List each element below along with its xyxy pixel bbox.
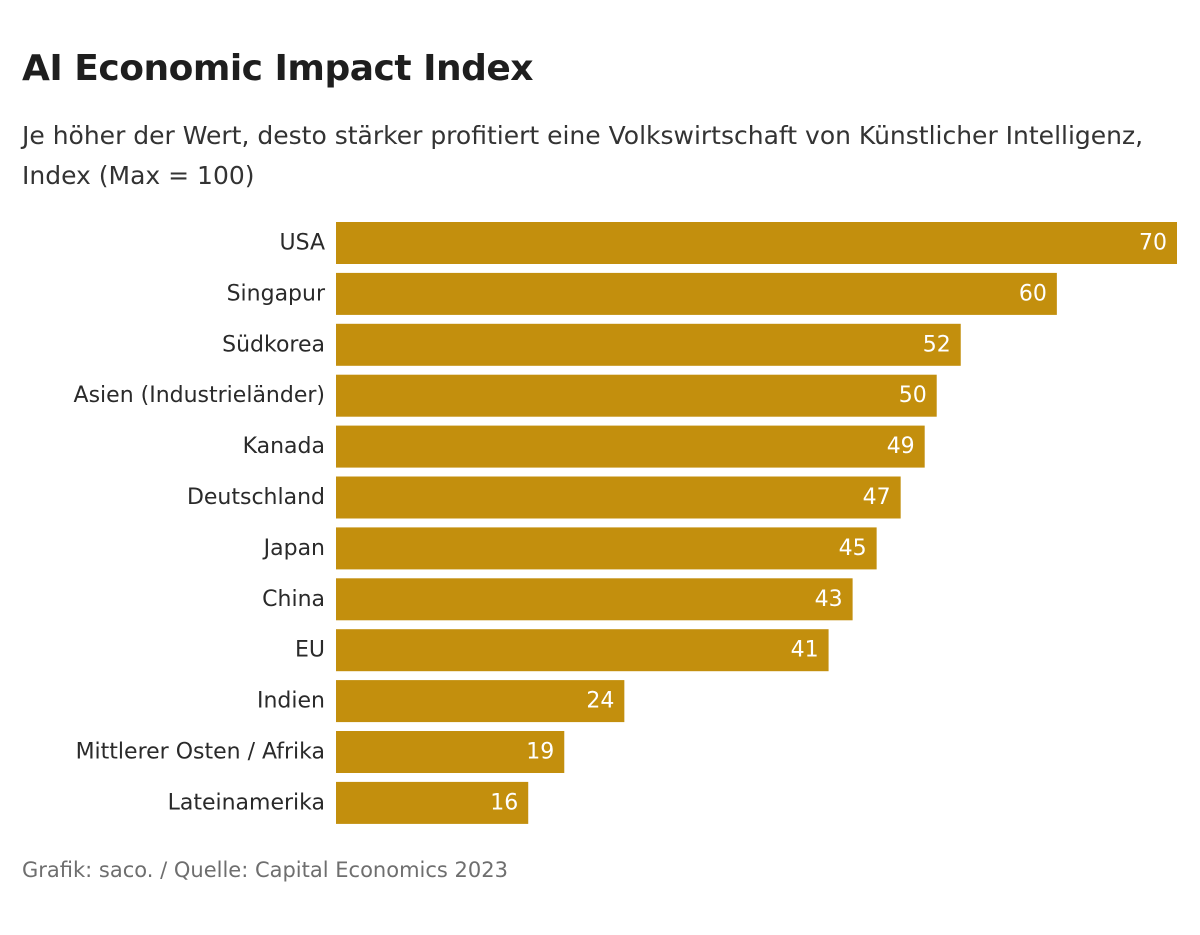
chart-title: AI Economic Impact Index (22, 48, 534, 89)
category-label: Mittlerer Osten / Afrika (76, 740, 325, 765)
bar-row: Indien 24 (257, 680, 625, 723)
bar-value-label: 49 (887, 434, 915, 459)
bar-row: USA 70 (279, 222, 1177, 264)
bar (336, 781, 529, 824)
bar-value-label: 60 (1019, 281, 1047, 306)
bar (336, 680, 625, 723)
bar (336, 629, 829, 672)
bar (336, 578, 853, 621)
category-label: EU (295, 638, 325, 663)
bar-row: Asien (Industrieländer) 50 (74, 374, 937, 417)
category-label: Deutschland (187, 485, 325, 510)
bar (336, 425, 925, 468)
bar-row: China 43 (262, 578, 853, 621)
bar-row: Singapur 60 (227, 272, 1057, 315)
bar-value-label: 47 (863, 485, 891, 510)
bar (336, 272, 1057, 315)
bar-value-label: 50 (899, 383, 927, 408)
bar (336, 374, 937, 417)
bar-value-label: 52 (923, 332, 951, 357)
category-label: Singapur (227, 281, 326, 306)
category-label: China (262, 587, 325, 612)
source-note: Grafik: saco. / Quelle: Capital Economic… (22, 858, 508, 882)
bar (336, 731, 565, 773)
category-label: Indien (257, 689, 325, 714)
bar-value-label: 45 (839, 536, 867, 561)
bar-row: EU 41 (295, 629, 829, 672)
bar-value-label: 43 (815, 587, 843, 612)
category-label: Asien (Industrieländer) (74, 383, 325, 408)
bar-row: Lateinamerika 16 (168, 781, 529, 824)
bar-row: Südkorea 52 (222, 323, 961, 366)
bar-value-label: 16 (490, 790, 518, 815)
category-label: Kanada (243, 434, 325, 459)
bar (336, 323, 961, 366)
category-label: USA (279, 231, 325, 256)
category-label: Lateinamerika (168, 790, 325, 815)
bar-value-label: 19 (526, 740, 554, 765)
bar-row: Japan 45 (262, 527, 877, 570)
bar-value-label: 24 (586, 689, 614, 714)
bar-row: Kanada 49 (243, 425, 925, 468)
bar (336, 527, 877, 570)
bar-row: Deutschland 47 (187, 476, 901, 519)
bar (336, 222, 1177, 264)
category-label: Südkorea (222, 332, 325, 357)
chart-subtitle: Je höher der Wert, desto stärker profiti… (22, 121, 1144, 190)
bar-value-label: 41 (791, 638, 819, 663)
bar-value-label: 70 (1139, 231, 1167, 256)
category-label: Japan (262, 536, 325, 561)
bar (336, 476, 901, 519)
bar-row: Mittlerer Osten / Afrika 19 (76, 731, 565, 773)
